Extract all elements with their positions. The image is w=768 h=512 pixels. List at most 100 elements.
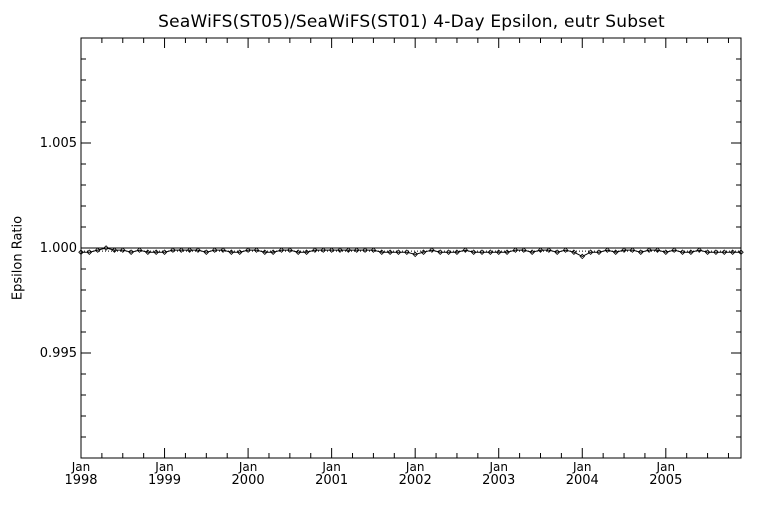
data-point bbox=[145, 249, 151, 255]
data-point bbox=[637, 249, 644, 255]
data-point bbox=[228, 249, 235, 255]
data-point bbox=[170, 247, 176, 253]
data-point bbox=[571, 249, 577, 255]
data-point bbox=[604, 247, 611, 253]
data-point bbox=[621, 247, 627, 253]
data-point bbox=[387, 249, 393, 255]
data-point bbox=[679, 249, 686, 255]
data-point bbox=[362, 247, 368, 253]
data-point bbox=[688, 249, 694, 255]
data-point bbox=[337, 247, 343, 253]
data-point bbox=[546, 247, 552, 253]
data-point bbox=[153, 249, 159, 255]
data-point bbox=[437, 249, 444, 255]
data-point bbox=[111, 247, 118, 253]
data-point bbox=[495, 249, 502, 255]
data-point bbox=[504, 249, 510, 255]
x-tick-month-label: Jan bbox=[71, 460, 91, 474]
x-tick-month-label: Jan bbox=[238, 460, 258, 474]
x-tick-year-label: 2002 bbox=[399, 473, 432, 488]
data-point bbox=[236, 249, 243, 255]
data-point bbox=[345, 247, 352, 253]
data-point bbox=[270, 249, 276, 255]
data-point bbox=[262, 249, 268, 255]
data-point bbox=[420, 249, 427, 255]
data-point bbox=[404, 249, 410, 255]
data-point bbox=[370, 247, 377, 253]
data-point bbox=[646, 247, 652, 253]
chart-title: SeaWiFS(ST05)/SeaWiFS(ST01) 4-Day Epsilo… bbox=[158, 12, 665, 32]
x-tick-month-label: Jan bbox=[154, 460, 174, 474]
data-point bbox=[479, 249, 485, 255]
data-point bbox=[328, 247, 335, 253]
data-point bbox=[86, 249, 93, 255]
data-point bbox=[287, 247, 293, 253]
y-tick-label: 1.000 bbox=[40, 241, 77, 256]
data-point bbox=[462, 247, 469, 253]
data-point bbox=[521, 247, 527, 253]
data-point bbox=[713, 249, 719, 255]
x-tick-year-label: 1998 bbox=[64, 473, 97, 488]
x-tick-year-label: 2000 bbox=[232, 473, 265, 488]
data-point bbox=[253, 247, 260, 253]
data-point bbox=[663, 249, 669, 255]
y-tick-label: 1.005 bbox=[40, 136, 77, 151]
x-axis: Jan1998Jan1999Jan2000Jan2001Jan2002Jan20… bbox=[64, 38, 729, 488]
data-point bbox=[738, 249, 744, 255]
x-tick-year-label: 1999 bbox=[148, 473, 181, 488]
data-point bbox=[195, 247, 201, 253]
data-point bbox=[445, 249, 452, 255]
data-point bbox=[612, 249, 619, 255]
x-tick-month-label: Jan bbox=[321, 460, 341, 474]
data-point bbox=[562, 247, 569, 253]
data-point bbox=[312, 247, 318, 253]
data-point bbox=[579, 253, 586, 260]
x-tick-year-label: 2003 bbox=[482, 473, 515, 488]
data-point bbox=[587, 249, 594, 255]
data-point bbox=[512, 247, 519, 253]
x-tick-month-label: Jan bbox=[572, 460, 592, 474]
y-tick-label: 0.995 bbox=[40, 346, 77, 361]
data-point bbox=[78, 249, 84, 255]
x-tick-year-label: 2005 bbox=[649, 473, 682, 488]
data-point bbox=[303, 249, 310, 255]
data-point bbox=[470, 249, 477, 255]
data-point bbox=[295, 249, 301, 255]
data-point bbox=[454, 249, 460, 255]
data-point bbox=[487, 249, 494, 255]
data-point bbox=[136, 247, 143, 253]
data-point bbox=[729, 249, 736, 255]
data-point bbox=[395, 249, 402, 255]
reference-lines bbox=[81, 247, 741, 252]
data-point bbox=[120, 247, 126, 253]
data-point bbox=[161, 249, 168, 255]
y-axis: 0.995 1.000 1.005 bbox=[40, 58, 741, 438]
data-point bbox=[94, 247, 101, 253]
x-tick-month-label: Jan bbox=[405, 460, 425, 474]
data-point bbox=[220, 247, 226, 253]
data-point bbox=[378, 249, 385, 255]
data-point bbox=[721, 249, 728, 255]
data-point bbox=[704, 249, 711, 255]
data-point bbox=[554, 249, 560, 255]
x-tick-month-label: Jan bbox=[488, 460, 508, 474]
x-tick-month-label: Jan bbox=[656, 460, 676, 474]
data-point bbox=[654, 247, 661, 253]
x-tick-year-label: 2004 bbox=[566, 473, 599, 488]
data-point bbox=[186, 247, 193, 253]
series-line bbox=[81, 247, 741, 257]
data-point bbox=[211, 247, 218, 253]
data-point bbox=[429, 247, 435, 253]
data-point bbox=[671, 247, 677, 253]
data-point bbox=[178, 247, 185, 253]
data-point bbox=[278, 247, 285, 253]
data-point bbox=[103, 245, 109, 251]
x-tick-year-label: 2001 bbox=[315, 473, 348, 488]
series-layer bbox=[78, 245, 744, 260]
data-point bbox=[537, 247, 544, 253]
data-point bbox=[412, 251, 418, 258]
data-point bbox=[629, 247, 636, 253]
data-point bbox=[203, 249, 210, 255]
data-point bbox=[596, 249, 602, 255]
